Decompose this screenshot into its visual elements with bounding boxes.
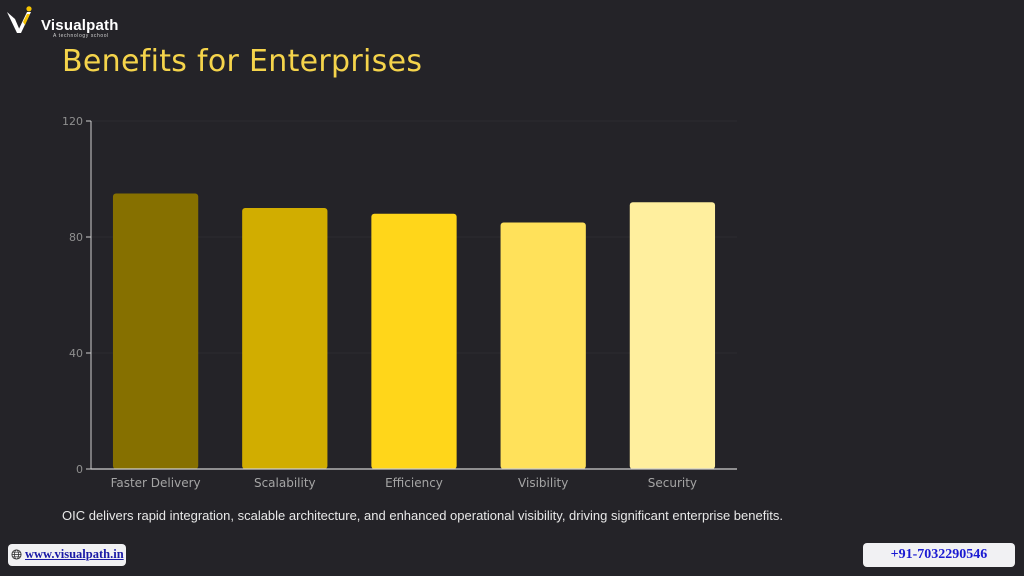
visualpath-logo-icon [7,6,32,33]
x-category-label: Visibility [518,476,568,490]
bar-efficiency [371,213,457,469]
y-tick-label: 80 [69,231,83,244]
bar-scalability [242,208,328,469]
phone-box[interactable]: +91-7032290546 [863,543,1015,567]
x-category-label: Efficiency [385,476,443,490]
x-category-label: Security [648,476,697,490]
brand-name: Visualpath [41,17,119,34]
bar-chart: 0 40 80 120 Faster Delivery Scalability Effici… [62,115,737,490]
x-category-label: Scalability [254,476,316,490]
brand-tagline: A technology school [53,33,109,39]
globe-icon [11,549,22,560]
website-link-box[interactable]: www.visualpath.in [8,544,126,566]
y-tick-label: 0 [76,463,83,476]
caption-text: OIC delivers rapid integration, scalable… [62,508,783,523]
bar-faster-delivery [112,193,199,469]
brand-logo: Visualpath A technology school [6,6,146,39]
y-tick-label: 40 [69,347,83,360]
y-tick-label: 120 [62,115,83,128]
website-link[interactable]: www.visualpath.in [25,547,124,561]
bar-security [629,202,716,469]
bar-visibility [500,222,586,469]
phone-number[interactable]: +91-7032290546 [890,547,988,562]
x-category-label: Faster Delivery [111,476,201,490]
page-title: Benefits for Enterprises [62,44,423,79]
